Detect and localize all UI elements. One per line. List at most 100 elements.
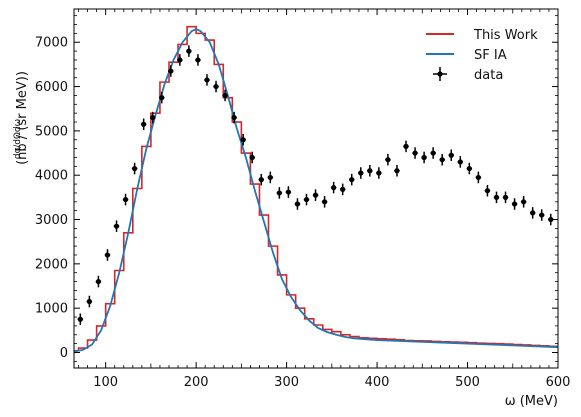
data-point-marker [521,199,527,205]
data-point [358,167,364,179]
data-point [249,151,255,164]
x-tick-label: 300 [274,375,299,390]
data-point-marker [321,199,328,205]
legend-data-marker [433,67,447,81]
x-tick-label: 100 [93,375,118,390]
data-point-marker [177,57,183,63]
data-point [140,118,147,130]
data-point [312,189,319,201]
data-point [539,209,545,221]
data-point-marker [150,114,156,121]
y-axis-label-group: (nb / (sr MeV)) [15,71,30,165]
data-point-marker [530,210,536,216]
data-point [86,295,93,308]
data-point [412,147,418,159]
data-point-marker [312,192,319,198]
data-point [466,162,473,175]
data-point-marker [86,298,92,305]
data-point-marker [195,57,201,63]
data-point-marker [258,177,264,183]
x-axis-label: ω (MeV) [505,394,558,409]
data-point [448,149,454,162]
data-point [376,167,382,179]
data-point-marker [122,196,129,203]
y-tick-label: 5000 [35,124,68,139]
data-point [367,165,373,177]
data-point [77,313,84,326]
data-point-marker [285,189,292,195]
data-point-marker [466,165,472,172]
y-tick-label: 0 [60,346,68,361]
data-point-marker [104,252,111,258]
x-tick-label: 600 [546,375,571,390]
data-point-marker [141,121,147,127]
data-point [186,45,192,57]
data-point [303,193,310,206]
data-point [159,91,165,104]
data-point-marker [403,143,409,149]
data-point [511,198,518,210]
x-tick-label: 200 [184,375,209,390]
data-point [285,186,292,198]
data-point-marker [439,157,445,163]
data-point-marker [267,174,273,181]
y-tick-label: 7000 [35,36,68,51]
y-axis-label-units: (nb / (sr MeV)) [15,71,30,165]
data-point-marker [77,316,83,322]
data-point-marker [159,95,165,101]
data-point [457,156,464,168]
legend-this-work-label: This Work [473,28,538,43]
y-axis-label-fraction: dσ/dΩdω [13,119,23,159]
data-point-marker [132,165,138,172]
data-point-marker [186,48,192,54]
data-point-marker [448,152,454,158]
series-data [77,45,554,326]
data-point-marker [421,154,427,161]
data-point-marker [493,194,500,200]
data-point-marker [340,186,346,192]
data-point [330,181,337,194]
y-tick-label: 6000 [35,80,68,95]
data-point [349,173,355,186]
series-sf-ia [74,27,558,353]
data-point [267,171,274,184]
data-point [213,80,219,93]
data-point [104,249,111,261]
data-point-marker [303,196,310,203]
data-point [122,193,129,206]
data-point [493,191,500,204]
legend-data-label: data [474,68,503,83]
x-tick-label: 400 [365,375,390,390]
series-layer [74,25,558,353]
data-point-marker [548,216,554,223]
y-tick-label: 1000 [35,302,68,317]
data-point-marker [95,278,102,285]
data-point-marker [358,170,364,176]
data-point [258,173,264,186]
data-point [195,54,201,66]
data-point [321,196,328,208]
data-point-marker [222,92,228,99]
data-point-marker [430,150,436,156]
data-point [385,153,391,166]
data-point-marker [502,194,509,200]
data-point [177,54,183,66]
data-point [439,153,445,166]
data-point [294,198,301,210]
data-point [430,147,436,159]
data-point-marker [168,68,174,74]
data-point [520,196,527,208]
data-point [475,171,482,184]
data-point [421,151,427,164]
y-tick-label: 3000 [35,213,68,228]
data-point-marker [475,174,481,181]
data-point-marker [457,159,463,165]
data-point [113,220,120,232]
data-point-marker [294,201,301,207]
data-point-marker [204,77,210,83]
axes-layer [73,8,559,369]
data-point-marker [331,185,337,191]
data-point-marker [484,188,491,194]
